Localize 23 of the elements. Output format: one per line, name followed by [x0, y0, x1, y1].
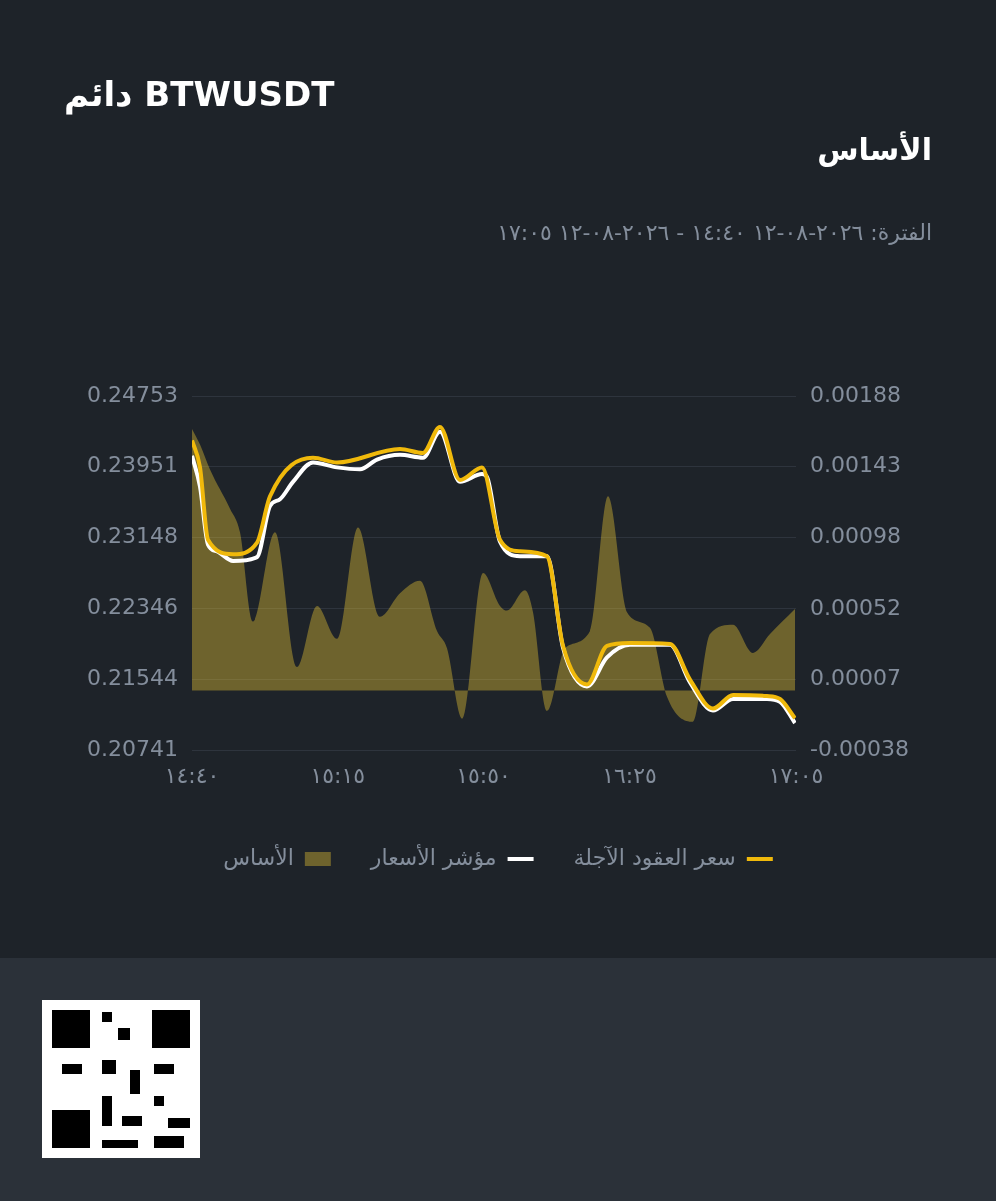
text: الأساس	[817, 132, 932, 167]
x-tick-label: ١٧:٠٥	[768, 762, 824, 788]
legend-label: الأساس	[223, 843, 294, 871]
x-tick-label: ١٤:٤٠	[164, 762, 220, 788]
y2-tick-label: 0.00052	[810, 594, 901, 620]
text: الفترة: ٢٠٢٦-٠٨-١٢ ١٤:٤٠ - ٢٠٢٦-٠٨-١٢ ١٧:٠٥	[497, 220, 932, 245]
legend-label: مؤشر الأسعار	[369, 843, 497, 870]
y-tick-label: 0.24753	[87, 381, 178, 407]
y-tick-label: 0.21544	[87, 664, 178, 690]
y-tick-label: 0.23951	[87, 452, 178, 478]
x-tick-label: ١٦:٢٥	[602, 762, 657, 788]
y2-tick-label: 0.00143	[810, 452, 901, 478]
y-tick-label: 0.22346	[87, 594, 178, 620]
chart-title: دائم BTWUSDT	[64, 74, 335, 114]
y2-tick-label: 0.00007	[810, 665, 901, 691]
legend-label: سعر العقود الآجلة	[573, 844, 736, 870]
y2-tick-label: 0.00188	[810, 381, 901, 407]
y2-tick-label: 0.00098	[810, 522, 901, 548]
x-tick-label: ١٥:١٥	[310, 762, 366, 788]
x-tick-label: ١٥:٥٠	[456, 762, 511, 788]
y2-tick-label: -0.00038	[810, 735, 909, 761]
y-tick-label: 0.23148	[87, 523, 178, 549]
y-tick-label: 0.20741	[87, 735, 178, 761]
